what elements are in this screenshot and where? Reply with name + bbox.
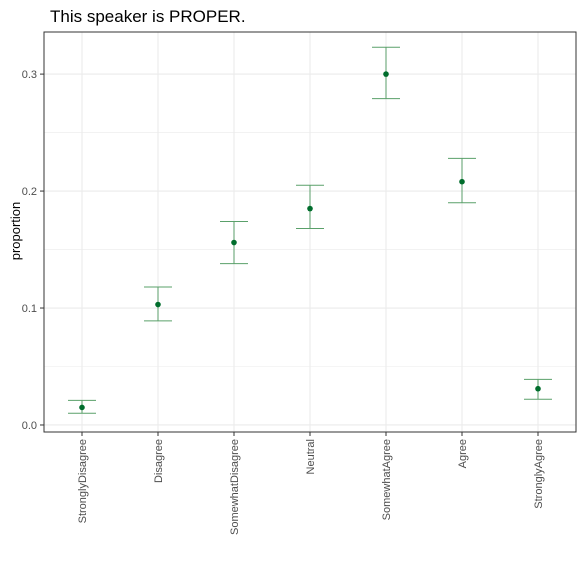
y-tick-label: 0.1 xyxy=(22,303,37,315)
x-tick-label: StronglyAgree xyxy=(533,439,545,509)
y-tick-label: 0.0 xyxy=(22,420,37,432)
data-point xyxy=(155,302,161,308)
data-point xyxy=(383,71,389,77)
x-tick-label: SomewhatDisagree xyxy=(229,439,241,535)
data-point xyxy=(79,405,85,411)
y-axis-ticks: 0.0 0.1 0.2 0.3 xyxy=(22,69,44,432)
data-point xyxy=(307,206,313,212)
x-tick-label: Disagree xyxy=(153,439,165,483)
x-tick-label: StronglyDisagree xyxy=(77,439,89,523)
data-point xyxy=(231,240,237,246)
data-point xyxy=(535,386,541,392)
chart-title: This speaker is PROPER. xyxy=(50,7,246,26)
y-tick-label: 0.3 xyxy=(22,69,37,81)
x-tick-label: Neutral xyxy=(305,439,317,474)
y-axis-label: proportion xyxy=(8,202,23,261)
y-tick-label: 0.2 xyxy=(22,186,37,198)
x-tick-label: Agree xyxy=(457,439,469,468)
data-point xyxy=(459,179,465,185)
grid-major xyxy=(44,32,576,432)
x-axis-ticks: StronglyDisagree Disagree SomewhatDisagree… xyxy=(77,432,545,535)
x-tick-label: SomewhatAgree xyxy=(381,439,393,520)
